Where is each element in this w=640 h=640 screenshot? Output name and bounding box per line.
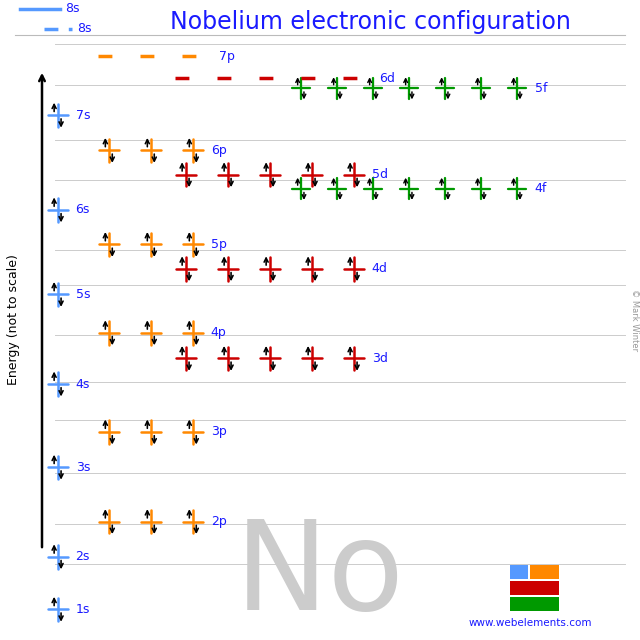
Text: © Mark Winter: © Mark Winter <box>630 289 639 351</box>
Text: 4f: 4f <box>535 182 547 195</box>
Text: 3p: 3p <box>211 426 227 438</box>
Text: 5s: 5s <box>76 288 90 301</box>
Text: 6p: 6p <box>211 144 227 157</box>
Text: 5f: 5f <box>535 82 547 95</box>
Text: 2p: 2p <box>211 515 227 528</box>
Text: 3d: 3d <box>372 352 387 365</box>
Text: Nobelium electronic configuration: Nobelium electronic configuration <box>170 10 570 34</box>
Text: 4p: 4p <box>211 326 227 339</box>
Text: 6d: 6d <box>380 72 396 84</box>
Text: 3s: 3s <box>76 461 90 474</box>
Text: 2s: 2s <box>76 550 90 563</box>
Text: 4d: 4d <box>372 262 387 275</box>
Text: Energy (not to scale): Energy (not to scale) <box>8 255 20 385</box>
Text: 7p: 7p <box>219 50 235 63</box>
Text: 4s: 4s <box>76 378 90 390</box>
Text: 1s: 1s <box>76 603 90 616</box>
Bar <box>530 565 559 579</box>
Bar <box>510 581 559 595</box>
Text: 5p: 5p <box>211 238 227 251</box>
Bar <box>510 597 559 611</box>
Text: 6s: 6s <box>76 204 90 216</box>
Text: 5d: 5d <box>372 168 388 181</box>
Text: 7s: 7s <box>76 109 90 122</box>
Text: 8s: 8s <box>65 3 79 15</box>
Text: 8s: 8s <box>77 22 92 35</box>
Bar <box>510 565 528 579</box>
Text: www.webelements.com: www.webelements.com <box>468 618 592 628</box>
Text: No: No <box>235 515 405 636</box>
